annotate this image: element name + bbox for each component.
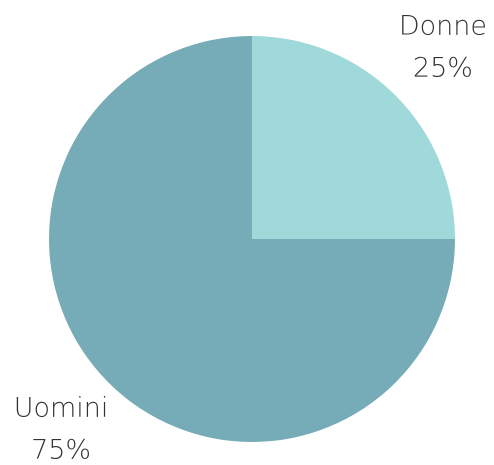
slice-value: 75% [31,434,91,465]
pie-slice [49,36,455,442]
slice-label: Uomini [14,392,109,423]
pie-slice [252,36,455,239]
slice-value: 25% [413,53,473,84]
slice-label: Donne [399,11,487,42]
